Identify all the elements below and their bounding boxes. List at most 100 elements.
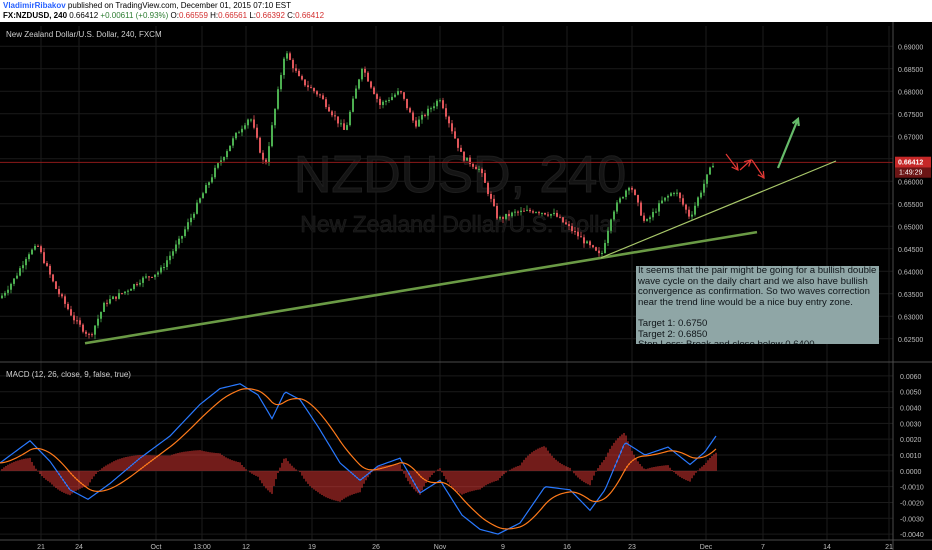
time-tick-label: 21 <box>37 544 45 550</box>
candle-up <box>388 99 390 101</box>
candle-down <box>295 68 297 71</box>
candle-down <box>319 94 321 96</box>
candle-up <box>238 132 240 134</box>
candle-up <box>244 125 246 129</box>
candle-down <box>310 87 312 89</box>
price-tick-label: 0.64000 <box>898 269 923 276</box>
candle-down <box>115 296 117 299</box>
candle-down <box>496 205 498 219</box>
candle-down <box>151 276 153 278</box>
candle-up <box>355 88 357 99</box>
candle-up <box>712 165 714 168</box>
macd-title: MACD (12, 26, close, 9, false, true) <box>6 370 131 379</box>
time-tick-label: 12 <box>242 544 250 550</box>
grid-lines <box>0 26 893 540</box>
time-tick-label: 24 <box>75 544 83 550</box>
candle-down <box>571 226 573 232</box>
annotation-callout[interactable]: It seems that the pair might be going fo… <box>636 266 879 344</box>
candle-down <box>136 284 138 286</box>
candle-down <box>88 333 90 335</box>
candle-down <box>589 241 591 246</box>
candle-up <box>163 267 165 269</box>
candle-up <box>625 190 627 197</box>
candle-down <box>64 296 66 304</box>
candle-up <box>172 251 174 256</box>
candle-up <box>553 212 555 215</box>
price-change: +0.00611 (+0.93%) <box>100 11 169 20</box>
price-tick-label: 0.63500 <box>898 292 923 299</box>
low-value: 0.66392 <box>255 11 285 20</box>
candle-up <box>622 196 624 199</box>
candle-up <box>604 242 606 253</box>
candle-up <box>706 174 708 184</box>
candle-down <box>475 166 477 170</box>
candle-up <box>649 217 651 220</box>
candle-up <box>229 145 231 152</box>
candle-up <box>127 290 129 292</box>
candle-down <box>70 309 72 316</box>
candle-up <box>112 296 114 300</box>
candle-down <box>289 53 291 60</box>
publish-info: published on TradingView.com, December 0… <box>67 1 292 10</box>
candle-up <box>13 278 15 284</box>
price-tick-label: 0.66000 <box>898 179 923 186</box>
time-tick-label: 21 <box>885 544 893 550</box>
candle-up <box>232 138 234 146</box>
candle-down <box>529 209 531 212</box>
red-arrow-down-1 <box>725 153 739 171</box>
price-tick-label: 0.68500 <box>898 67 923 74</box>
green-target-arrow <box>776 118 800 169</box>
macd-line <box>0 383 717 535</box>
candle-up <box>652 211 654 218</box>
pane-title: New Zealand Dollar/U.S. Dollar, 240, FXC… <box>6 30 162 39</box>
candle-down <box>316 91 318 95</box>
red-arrow-up-1-head <box>744 159 752 167</box>
green-target-arrow-head <box>791 116 800 127</box>
candle-down <box>364 68 366 73</box>
time-tick-label: 23 <box>628 544 636 550</box>
price-tick-label: 0.68000 <box>898 89 923 96</box>
trendlines[interactable] <box>0 160 893 345</box>
candle-up <box>274 108 276 126</box>
candle-down <box>469 157 471 164</box>
open-value: 0.66559 <box>179 11 208 20</box>
candle-up <box>208 182 210 186</box>
projection-arrows[interactable] <box>725 116 800 180</box>
candle-down <box>121 293 123 295</box>
candle-down <box>37 245 39 247</box>
countdown-badge: 1:49:29 <box>899 170 922 177</box>
candle-up <box>535 212 537 214</box>
candle-up <box>190 217 192 223</box>
candle-down <box>403 92 405 99</box>
candle-down <box>367 72 369 82</box>
author-link[interactable]: VladimirRibakov <box>3 1 66 10</box>
candle-up <box>217 163 219 168</box>
candle-up <box>7 289 9 293</box>
short-term-trendline <box>600 160 837 259</box>
candle-down <box>484 173 486 183</box>
candle-down <box>52 274 54 282</box>
red-arrow-down-1-head <box>731 162 739 172</box>
time-tick-label: 16 <box>563 544 571 550</box>
candle-up <box>526 209 528 211</box>
candle-down <box>463 151 465 161</box>
macd-tick-label: 0.0060 <box>900 374 922 381</box>
candle-up <box>97 318 99 326</box>
candle-down <box>82 324 84 332</box>
candle-up <box>10 283 12 290</box>
candle-up <box>220 160 222 164</box>
price-chart[interactable]: NZDUSD, 240 New Zealand Dollar/U.S. Doll… <box>0 22 932 550</box>
candle-up <box>205 185 207 194</box>
candle-up <box>514 211 516 213</box>
candle-down <box>313 88 315 92</box>
candle-up <box>511 212 513 217</box>
time-tick-label: 7 <box>761 544 765 550</box>
candle-down <box>517 211 519 213</box>
candle-up <box>280 75 282 90</box>
candle-down <box>49 265 51 275</box>
time-tick-label: 9 <box>501 544 505 550</box>
candle-down <box>679 192 681 199</box>
candle-down <box>43 252 45 264</box>
time-tick-label: 14 <box>823 544 831 550</box>
macd-tick-label: -0.0020 <box>900 500 924 507</box>
